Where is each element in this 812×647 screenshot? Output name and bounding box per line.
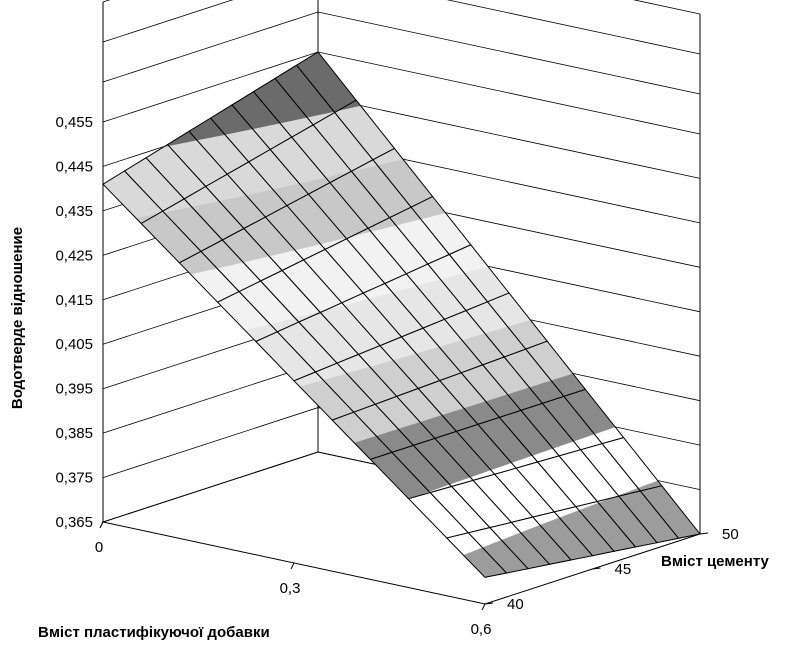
z-tick-label: 0,445 (55, 158, 93, 175)
y-tick-label: 40 (507, 596, 524, 613)
z-tick-label: 0,365 (55, 514, 93, 531)
x-tick-mark (99, 521, 104, 529)
x-axis-title: Вміст пластифікуючої добавки (38, 624, 270, 641)
tick-labels: 0,365 0,375 0,385 0,395 0,405 0,415 0,425 0,435… (55, 114, 738, 638)
y-tick-label: 45 (615, 561, 632, 578)
x-tick-label: 0 (95, 539, 103, 556)
x-tick-mark (290, 562, 295, 570)
z-tick-label: 0,455 (55, 114, 93, 131)
z-axis-title: Водотверде відношение (9, 227, 26, 409)
z-tick-label: 0,395 (55, 381, 93, 398)
z-gridline (102, 11, 701, 95)
z-gridline (102, 51, 701, 135)
z-tick-label: 0,375 (55, 470, 93, 487)
z-gridline (102, 0, 701, 55)
y-tick-mark (592, 567, 601, 570)
z-tick-label: 0,415 (55, 292, 93, 309)
y-tick-mark (699, 532, 709, 535)
x-tick-label: 0,6 (471, 621, 492, 638)
x-tick-label: 0,3 (280, 580, 301, 597)
x-tick-mark (481, 603, 486, 611)
z-tick-label: 0,435 (55, 203, 93, 220)
surface-plot (102, 51, 701, 578)
y-tick-mark (484, 602, 494, 605)
z-gridline (102, 0, 701, 15)
z-tick-label: 0,385 (55, 425, 93, 442)
y-axis-title: Вміст цементу (661, 553, 770, 570)
surface-cell (445, 532, 508, 578)
z-tick-label: 0,405 (55, 336, 93, 353)
y-tick-label: 50 (722, 526, 739, 543)
z-tick-label: 0,425 (55, 247, 93, 264)
